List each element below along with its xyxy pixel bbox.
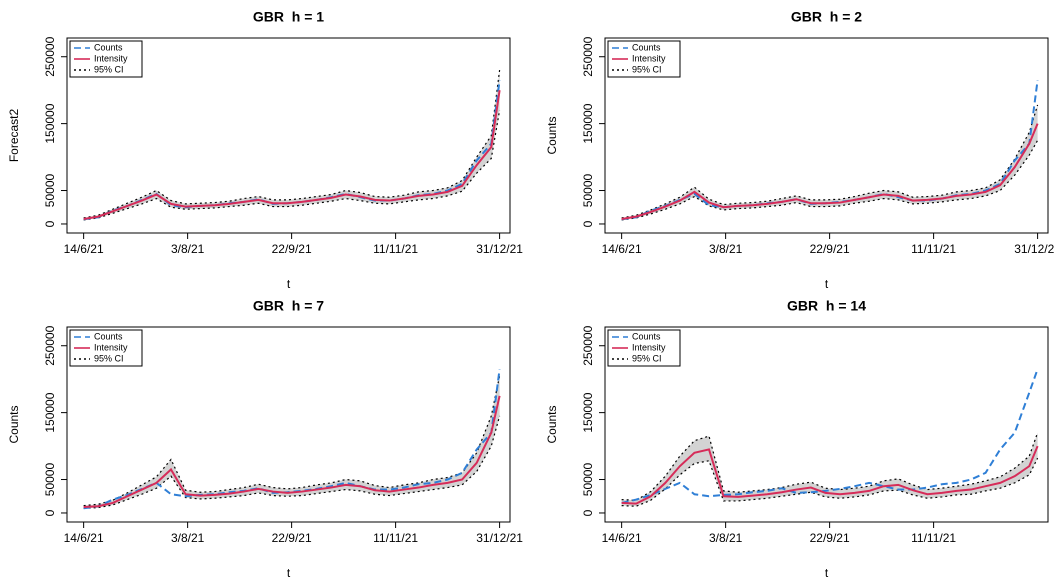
y-tick-label: 250000 — [581, 325, 595, 365]
ci-band — [621, 104, 1038, 220]
series-line — [83, 90, 501, 220]
x-axis-label: t — [825, 566, 829, 577]
legend-label: Intensity — [94, 53, 128, 63]
y-tick-label: 50000 — [43, 463, 57, 497]
y-tick-label: 50000 — [581, 463, 595, 497]
chart-title: GBR h = 14 — [787, 298, 866, 314]
y-tick-label: 0 — [581, 509, 595, 516]
y-tick-label: 250000 — [43, 36, 57, 76]
ci-band — [83, 70, 500, 220]
x-tick-label: 11/11/21 — [373, 242, 418, 256]
series-line — [621, 123, 1039, 220]
x-axis-label: t — [287, 277, 291, 291]
y-tick-label: 150000 — [43, 103, 57, 143]
x-tick-label: 3/8/21 — [709, 531, 743, 545]
y-tick-label: 250000 — [581, 36, 595, 76]
legend-label: 95% CI — [94, 353, 124, 363]
x-tick-label: 31/12/21 — [1014, 242, 1054, 256]
x-tick-label: 3/8/21 — [709, 242, 743, 256]
legend-label: Intensity — [94, 342, 128, 352]
ci-lower — [621, 140, 1039, 221]
ci-lower — [83, 415, 501, 509]
series-line — [83, 395, 501, 508]
plot-frame — [604, 37, 1049, 234]
ci-band — [83, 375, 500, 509]
series-line — [621, 368, 1039, 504]
x-tick-label: 3/8/21 — [171, 531, 205, 545]
y-axis-label: Forecast2 — [7, 108, 21, 162]
legend-label: Intensity — [632, 342, 666, 352]
x-tick-label: 11/11/21 — [911, 531, 956, 545]
x-tick-label: 31/12/21 — [476, 242, 523, 256]
y-tick-label: 0 — [43, 509, 57, 516]
legend-label: 95% CI — [632, 64, 662, 74]
legend-label: Counts — [94, 331, 123, 341]
y-tick-label: 150000 — [581, 103, 595, 143]
plot-frame — [66, 37, 511, 234]
x-axis-label: t — [287, 566, 291, 577]
y-tick-label: 150000 — [581, 392, 595, 432]
y-tick-label: 0 — [43, 220, 57, 227]
y-tick-label: 250000 — [43, 325, 57, 365]
x-tick-label: 14/6/21 — [602, 242, 642, 256]
y-axis-label: Counts — [7, 405, 21, 443]
y-tick-label: 0 — [581, 220, 595, 227]
ci-upper — [83, 375, 501, 507]
x-tick-label: 22/9/21 — [272, 531, 312, 545]
legend-label: 95% CI — [632, 353, 662, 363]
x-tick-label: 14/6/21 — [64, 242, 104, 256]
ci-band — [621, 432, 1038, 507]
y-tick-label: 50000 — [43, 174, 57, 208]
x-tick-label: 22/9/21 — [810, 242, 850, 256]
plot-frame — [604, 326, 1049, 523]
y-axis-label: Counts — [545, 405, 559, 443]
legend-label: Counts — [94, 42, 123, 52]
legend-label: Counts — [632, 331, 661, 341]
plot-frame — [66, 326, 511, 523]
series-line — [621, 445, 1039, 505]
ci-upper — [83, 70, 501, 219]
x-tick-label: 11/11/21 — [373, 531, 418, 545]
x-tick-label: 22/9/21 — [810, 531, 850, 545]
x-tick-label: 14/6/21 — [64, 531, 104, 545]
x-tick-label: 11/11/21 — [911, 242, 956, 256]
legend-label: Intensity — [632, 53, 666, 63]
chart-title: GBR h = 7 — [253, 298, 324, 314]
ci-lower — [621, 457, 1039, 507]
x-tick-label: 31/12/21 — [476, 531, 523, 545]
x-axis-label: t — [825, 277, 829, 291]
chart-title: GBR h = 1 — [253, 9, 324, 25]
y-tick-label: 150000 — [43, 392, 57, 432]
x-tick-label: 14/6/21 — [602, 531, 642, 545]
y-tick-label: 50000 — [581, 174, 595, 208]
chart-title: GBR h = 2 — [791, 9, 862, 25]
ci-upper — [621, 104, 1039, 219]
y-axis-label: Counts — [545, 116, 559, 154]
x-tick-label: 3/8/21 — [171, 242, 205, 256]
x-tick-label: 22/9/21 — [272, 242, 312, 256]
legend-label: Counts — [632, 42, 661, 52]
legend-label: 95% CI — [94, 64, 124, 74]
